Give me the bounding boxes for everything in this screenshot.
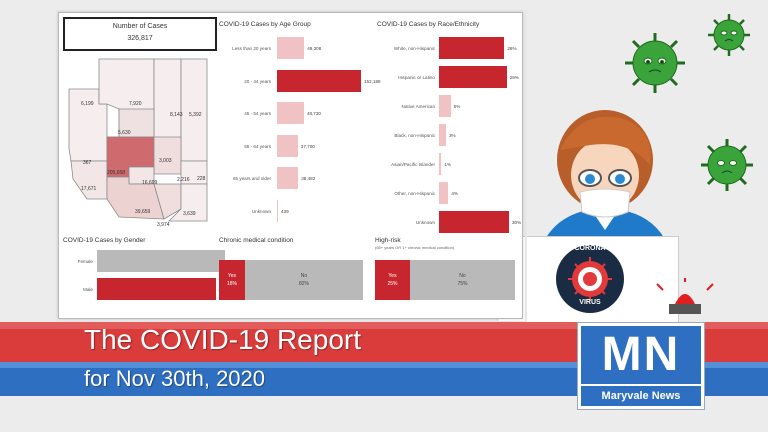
age-panel-title: COVID-19 Cases by Age Group xyxy=(219,21,311,28)
race-bar xyxy=(439,211,509,233)
sign-bottom-text: VIRUS xyxy=(579,299,601,306)
age-row-label: 45 - 54 years xyxy=(244,111,271,116)
age-bar xyxy=(277,167,299,189)
gender-panel-title: COVID-19 Cases by Gender xyxy=(63,237,146,244)
gender-bar xyxy=(97,250,226,272)
age-value: 152,188 xyxy=(364,78,381,84)
corona-virus-badge-icon xyxy=(556,245,624,313)
cases-value: 326,817 xyxy=(127,35,153,42)
map-label: 39,659 xyxy=(135,209,151,215)
age-bar xyxy=(277,134,298,157)
no-label: No xyxy=(459,273,466,279)
race-row-label: Native American xyxy=(401,104,435,109)
highrisk-panel-title: High-risk xyxy=(375,237,401,244)
map-label: 6,199 xyxy=(81,101,94,107)
maryvale-news-logo: MN Maryvale News xyxy=(577,322,705,410)
map-label: 5,392 xyxy=(189,112,202,118)
chronic-panel-title: Chronic medical condition xyxy=(219,237,294,244)
race-bar xyxy=(439,153,442,175)
yes-segment: Yes 18% xyxy=(219,260,245,300)
gender-row-label: Male xyxy=(83,287,93,292)
race-value: 29% xyxy=(509,75,519,80)
virus-icon xyxy=(625,33,685,93)
logo-letters: MN xyxy=(581,326,701,384)
race-bar xyxy=(439,124,446,146)
race-row-label: Hispanic or Latino xyxy=(398,75,435,80)
race-row-label: Other, non-Hispanic xyxy=(394,191,435,196)
report-headline: The COVID-19 Report xyxy=(84,324,361,355)
no-label: No xyxy=(300,273,308,279)
gender-bar xyxy=(97,278,216,300)
race-row-label: Black, non-Hispanic xyxy=(394,133,435,138)
map-label: 228 xyxy=(197,176,206,182)
presenter-illustration xyxy=(540,110,670,250)
no-segment: No 75% xyxy=(410,260,515,300)
logo-name: Maryvale News xyxy=(581,386,701,406)
map-label: 3,639 xyxy=(183,211,196,217)
age-value: 38,482 xyxy=(301,176,316,181)
yes-label: Yes xyxy=(227,273,237,279)
race-value: 30% xyxy=(512,220,522,225)
map-label: 205,658 xyxy=(107,170,126,176)
map-label: 367 xyxy=(83,160,92,166)
virus-icon xyxy=(708,14,750,56)
map-label: 17,671 xyxy=(81,186,97,192)
yes-value: 25% xyxy=(387,281,398,287)
sign-top-text: CORONA xyxy=(574,245,606,252)
race-value: 28% xyxy=(507,46,517,51)
age-value: 37,700 xyxy=(300,143,315,149)
map-label: 7,920 xyxy=(129,101,142,107)
race-row-label: White, non-Hispanic xyxy=(393,46,435,51)
race-row-label: Asian/Pacific Islander xyxy=(391,162,435,167)
race-bar xyxy=(439,66,507,88)
race-bar xyxy=(439,95,451,117)
age-value: 48,730 xyxy=(306,111,321,116)
race-bar xyxy=(439,182,449,204)
race-row-label: Unknown xyxy=(415,220,435,225)
age-row-label: Unknown xyxy=(251,208,271,214)
race-value: 5% xyxy=(453,104,461,109)
race-value: 3% xyxy=(449,133,456,138)
arizona-map-icon xyxy=(68,58,208,222)
age-bar xyxy=(277,102,304,124)
race-value: 4% xyxy=(451,191,458,196)
virus-icon xyxy=(701,139,753,191)
cases-title: Number of Cases xyxy=(112,23,168,30)
covid-dashboard: Number of Cases 326,817 6,199 7 xyxy=(58,12,523,319)
race-panel-title: COVID-19 Cases by Race/Ethnicity xyxy=(377,21,480,28)
age-value: 439 xyxy=(281,208,289,214)
age-bar xyxy=(277,199,278,222)
map-label: 3,974 xyxy=(157,222,170,228)
corona-virus-sign: CORONA VIRUS xyxy=(497,236,679,324)
age-row-label: 20 - 44 years xyxy=(244,78,271,84)
age-bar xyxy=(277,37,305,59)
number-of-cases-card: Number of Cases 326,817 xyxy=(63,17,217,51)
yes-segment: Yes 25% xyxy=(375,260,410,300)
race-bar xyxy=(439,37,505,59)
no-value: 82% xyxy=(298,281,309,287)
county-map: 6,199 7,920 8,143 5,392 5,630 367 17,671… xyxy=(59,49,219,231)
no-segment: No 82% xyxy=(244,260,363,300)
map-label: 2,216 xyxy=(177,177,190,183)
highrisk-panel-subtitle: (65+ years OR 1+ chronic medical conditi… xyxy=(375,245,455,250)
report-date: for Nov 30th, 2020 xyxy=(84,366,266,391)
race-value: 1% xyxy=(444,162,451,167)
yes-label: Yes xyxy=(388,273,397,279)
age-row-label: Less than 20 years xyxy=(232,46,271,51)
yes-value: 18% xyxy=(226,281,237,287)
age-bar xyxy=(277,69,361,92)
map-label: 5,630 xyxy=(118,130,131,136)
age-value: 49,308 xyxy=(307,46,322,51)
map-label: 8,143 xyxy=(170,112,183,118)
map-label: 16,699 xyxy=(142,180,158,186)
age-row-label: 65 years and older xyxy=(232,176,271,181)
map-label: 3,003 xyxy=(159,158,172,164)
age-row-label: 55 - 64 years xyxy=(244,143,271,149)
gender-row-label: Female xyxy=(77,259,93,264)
alarm-light-icon xyxy=(656,278,714,314)
no-value: 75% xyxy=(457,281,468,287)
